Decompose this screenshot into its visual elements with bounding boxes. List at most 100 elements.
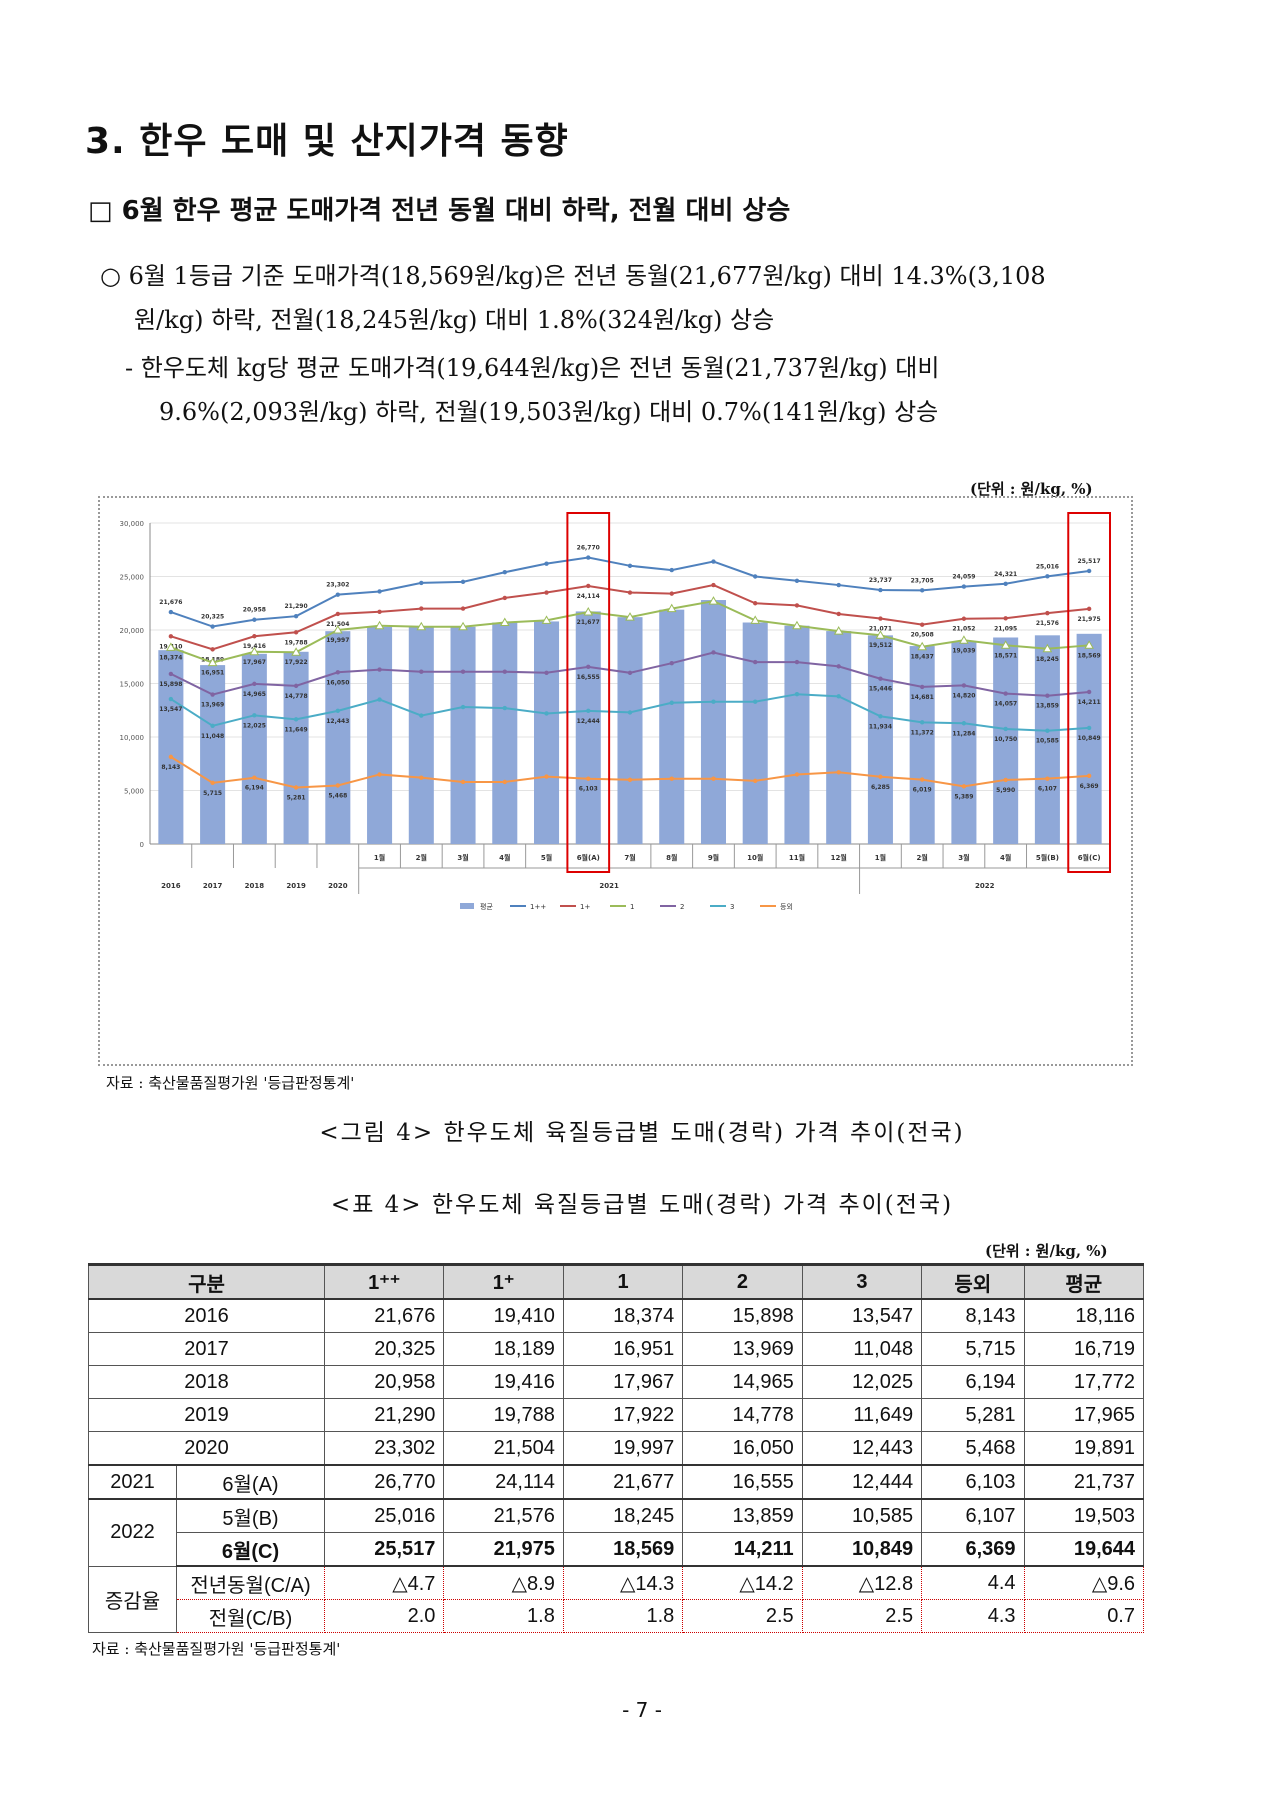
data-label: 11,048 — [201, 733, 224, 740]
series-marker — [419, 606, 424, 611]
value-cell: 23,302 — [323, 1431, 445, 1466]
value-cell: 20,958 — [323, 1365, 445, 1399]
data-label: 13,547 — [159, 706, 182, 713]
value-cell: 5,281 — [921, 1398, 1025, 1432]
value-cell: 11,649 — [801, 1398, 923, 1432]
series-marker — [1045, 728, 1050, 733]
rate-cell: △14.2 — [682, 1565, 803, 1600]
series-marker — [586, 776, 591, 781]
bar-average — [700, 600, 726, 844]
value-cell: 6,103 — [921, 1464, 1025, 1500]
series-marker — [711, 559, 716, 564]
value-cell: 19,503 — [1023, 1498, 1145, 1533]
data-label: 21,677 — [577, 619, 600, 626]
value-cell: 17,772 — [1023, 1365, 1145, 1399]
data-label: 5,990 — [996, 787, 1015, 794]
series-marker — [961, 584, 967, 589]
series-marker — [544, 670, 549, 675]
series-marker — [335, 708, 341, 714]
bar-average — [617, 617, 643, 844]
data-label: 18,437 — [911, 654, 934, 661]
value-cell: 13,969 — [682, 1332, 803, 1366]
data-label: 16,050 — [326, 679, 349, 686]
series-marker — [166, 642, 176, 651]
value-cell: 13,547 — [801, 1298, 923, 1333]
series-marker — [1045, 776, 1050, 781]
x-tick-label: 5월(B) — [1036, 853, 1059, 862]
series-marker — [836, 582, 841, 588]
x-tick-label: 3월 — [958, 853, 969, 862]
x-tick-label: 2018 — [245, 882, 265, 890]
data-label: 15,898 — [159, 681, 182, 688]
value-cell: 14,211 — [682, 1532, 803, 1567]
data-label: 17,922 — [285, 659, 308, 666]
header-grade-3: 3 — [801, 1263, 923, 1300]
series-marker — [627, 563, 633, 568]
value-cell: 18,245 — [562, 1498, 684, 1533]
series-marker — [335, 670, 341, 675]
rate-cell: △4.7 — [323, 1565, 445, 1600]
header-grade-1pp: 1⁺⁺ — [323, 1263, 445, 1300]
series-marker — [252, 617, 257, 622]
series-marker — [794, 659, 800, 665]
year-cell: 2021 — [88, 1464, 177, 1500]
value-cell: 20,325 — [323, 1332, 445, 1366]
series-marker — [1003, 581, 1008, 586]
series-marker — [878, 587, 883, 593]
series-marker — [335, 611, 341, 617]
legend-label: 평균 — [480, 902, 493, 911]
value-cell: 19,644 — [1023, 1532, 1145, 1567]
series-marker — [377, 772, 382, 777]
value-cell: 6,107 — [921, 1498, 1025, 1533]
data-label: 6,019 — [913, 787, 932, 794]
x-tick-label: 2019 — [286, 882, 306, 890]
x-tick-label: 2월 — [416, 853, 427, 862]
data-label: 21,052 — [952, 626, 975, 633]
data-label: 16,951 — [201, 670, 224, 677]
series-marker — [666, 603, 677, 613]
bar-average — [492, 622, 518, 844]
data-label: 6,103 — [579, 786, 598, 793]
bar-average — [1076, 633, 1102, 844]
value-cell: 19,416 — [443, 1365, 564, 1399]
data-label: 5,281 — [287, 794, 306, 801]
header-grade-1p: 1⁺ — [443, 1263, 564, 1300]
value-cell: 12,443 — [801, 1431, 923, 1466]
data-label: 23,705 — [911, 577, 934, 584]
series-marker — [293, 613, 299, 619]
series-marker — [1003, 616, 1008, 621]
series-marker — [919, 720, 925, 725]
data-label: 14,057 — [994, 701, 1017, 708]
x-tick-label: 11월 — [789, 853, 805, 862]
data-label: 5,389 — [954, 793, 973, 800]
series-marker — [917, 641, 928, 651]
bar-average — [784, 625, 810, 844]
legend-label: 2 — [680, 903, 684, 911]
data-label: 6,285 — [871, 784, 890, 791]
bar-average — [826, 631, 852, 844]
rate-type-cell: 전월(C/B) — [176, 1599, 325, 1633]
data-label: 20,508 — [911, 632, 934, 639]
table-unit-label: (단위 : 원/kg, %) — [985, 1242, 1108, 1260]
data-label: 5,468 — [328, 792, 347, 799]
series-marker — [1084, 640, 1094, 649]
series-marker — [878, 616, 883, 621]
series-marker — [711, 776, 716, 781]
series-marker — [753, 699, 758, 704]
data-label: 13,969 — [201, 702, 224, 709]
value-cell: 15,898 — [682, 1298, 803, 1333]
series-marker — [750, 615, 761, 624]
x-tick-label: 10월 — [747, 853, 763, 862]
y-tick-label: 25,000 — [120, 574, 145, 582]
series-marker — [1003, 777, 1008, 783]
header-average: 평균 — [1023, 1263, 1145, 1300]
series-marker — [335, 783, 341, 788]
value-cell: 19,891 — [1023, 1431, 1145, 1466]
value-cell: 8,143 — [921, 1298, 1025, 1333]
rate-cell: 2.5 — [682, 1599, 803, 1633]
table-row: 2020 23,302 21,504 19,997 16,050 12,443 5,468 1… — [88, 1431, 1145, 1466]
series-marker — [1086, 568, 1092, 574]
value-cell: 19,788 — [443, 1398, 564, 1432]
bar-average — [867, 635, 893, 844]
series-marker — [168, 754, 174, 760]
